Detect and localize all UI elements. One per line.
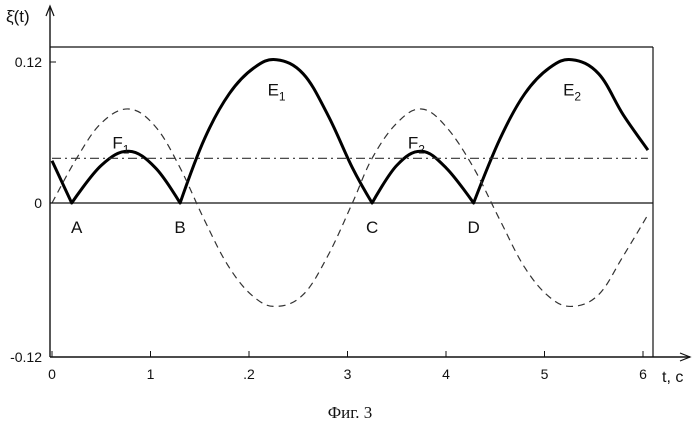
y-tick-label: -0.12 bbox=[10, 349, 42, 365]
point-label-subscript: 1 bbox=[123, 143, 130, 157]
y-axis-label: ξ̇(t) bbox=[6, 7, 30, 26]
point-label: B bbox=[174, 218, 185, 237]
y-tick-label: 0 bbox=[34, 195, 42, 211]
x-tick-label: 3 bbox=[344, 366, 352, 382]
plot-frame bbox=[46, 6, 690, 361]
point-label: A bbox=[71, 218, 83, 237]
point-label: D bbox=[467, 218, 479, 237]
x-tick-label: 5 bbox=[541, 366, 549, 382]
series-line-2 bbox=[52, 109, 648, 306]
x-axis-label: t, c bbox=[662, 369, 683, 386]
point-label-subscript: 2 bbox=[574, 90, 581, 104]
point-label: E1 bbox=[268, 81, 286, 104]
point-label-subscript: 2 bbox=[418, 143, 425, 157]
axis-ticks: 0 1 .2 3 4 5 6 -0.12 0 0.12 bbox=[10, 54, 647, 382]
point-label: E2 bbox=[563, 81, 581, 104]
x-tick-label: .2 bbox=[243, 366, 255, 382]
x-tick-label: 1 bbox=[147, 366, 155, 382]
x-tick-label: 6 bbox=[639, 366, 647, 382]
figure-caption: Фиг. 3 bbox=[328, 403, 373, 422]
series-line-1 bbox=[52, 59, 648, 203]
x-tick-label: 4 bbox=[442, 366, 450, 382]
series-group bbox=[52, 59, 648, 306]
x-tick-label: 0 bbox=[48, 366, 56, 382]
y-tick-label: 0.12 bbox=[15, 54, 42, 70]
point-label-subscript: 1 bbox=[279, 90, 286, 104]
point-label: C bbox=[366, 218, 378, 237]
